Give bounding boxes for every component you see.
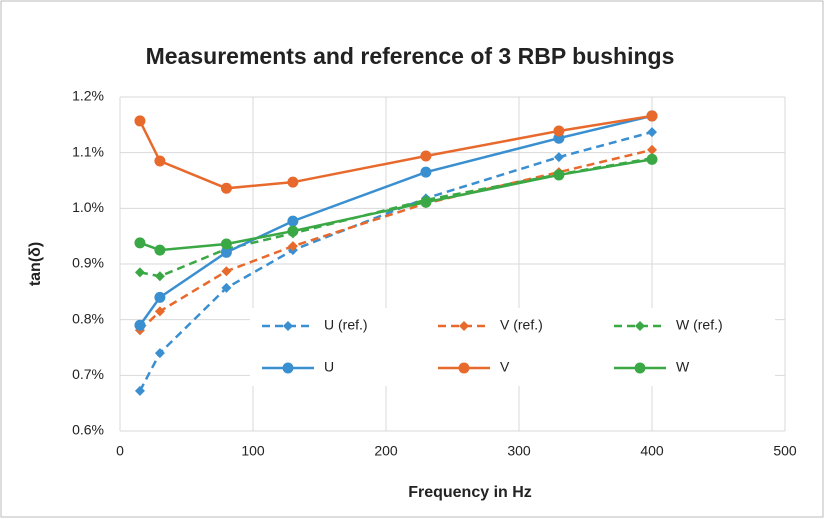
x-tick-label: 0 — [116, 443, 124, 459]
y-tick-label: 1.2% — [72, 88, 104, 104]
x-tick-label: 100 — [241, 443, 265, 459]
legend-label: W — [676, 359, 690, 375]
legend-label: V — [500, 359, 510, 375]
legend-label: V (ref.) — [500, 317, 543, 333]
data-point — [553, 152, 564, 163]
data-point — [553, 169, 565, 181]
data-point — [647, 127, 657, 138]
data-point — [154, 155, 166, 167]
data-point — [154, 244, 166, 256]
data-point — [220, 238, 232, 250]
data-point — [134, 237, 146, 249]
data-point — [647, 144, 657, 155]
data-point — [287, 176, 299, 188]
x-tick-label: 500 — [773, 443, 797, 459]
data-point — [154, 271, 165, 282]
data-point — [553, 125, 565, 137]
data-point — [220, 182, 232, 194]
legend-label: U — [324, 359, 334, 375]
data-point — [646, 153, 658, 165]
data-point — [134, 385, 145, 396]
x-tick-label: 400 — [640, 443, 664, 459]
legend-marker — [458, 362, 470, 374]
data-point — [287, 241, 298, 252]
y-tick-label: 1.1% — [72, 143, 104, 159]
data-point — [134, 115, 146, 127]
data-point — [134, 319, 146, 331]
data-point — [420, 150, 432, 162]
y-tick-label: 0.9% — [72, 255, 104, 271]
data-point — [221, 282, 232, 293]
data-point — [646, 110, 658, 122]
y-tick-label: 1.0% — [72, 199, 104, 215]
data-point — [420, 196, 432, 208]
legend-marker — [283, 321, 293, 331]
x-tick-label: 300 — [507, 443, 531, 459]
data-point — [420, 166, 432, 178]
legend-label: W (ref.) — [676, 317, 723, 333]
data-point — [154, 291, 166, 303]
data-point — [220, 246, 232, 258]
x-tick-label: 200 — [374, 443, 398, 459]
data-point — [154, 348, 165, 359]
data-point — [221, 266, 232, 277]
y-tick-label: 0.6% — [72, 422, 104, 438]
y-tick-label: 0.8% — [72, 310, 104, 326]
legend-marker — [459, 321, 469, 331]
data-point — [287, 215, 299, 227]
chart-title: Measurements and reference of 3 RBP bush… — [146, 43, 675, 69]
legend-marker — [282, 362, 294, 374]
data-point — [287, 225, 299, 237]
legend-marker — [635, 321, 645, 331]
x-axis-label: Frequency in Hz — [408, 484, 532, 501]
y-axis-label: tan(δ) — [27, 242, 44, 286]
data-point — [154, 306, 165, 317]
data-point — [134, 267, 145, 278]
y-tick-label: 0.7% — [72, 366, 104, 382]
legend-label: U (ref.) — [324, 317, 368, 333]
legend-marker — [634, 362, 646, 374]
legend-box — [250, 308, 775, 386]
